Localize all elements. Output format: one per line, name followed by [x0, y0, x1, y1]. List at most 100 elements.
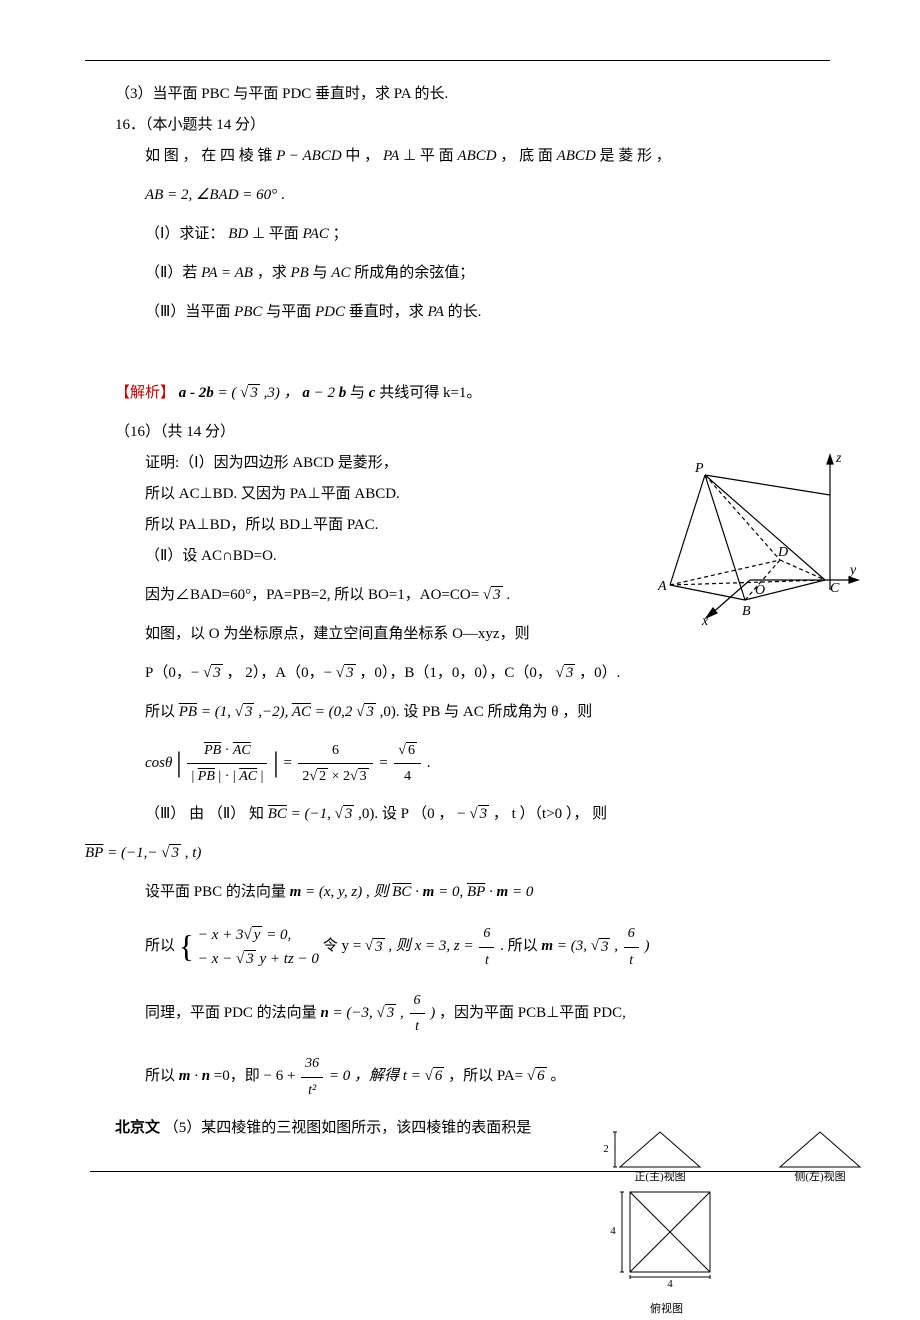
t: ,0). 设 PB 与 AC 所成角为 θ ，则	[380, 704, 593, 720]
m: PB	[290, 265, 308, 281]
solution-label: 【解析】	[115, 385, 175, 401]
t: 因为∠BAD=60°，PA=PB=2, 所以 BO=1，AO=CO=	[145, 587, 479, 603]
t: 的长.	[448, 304, 482, 320]
s: 3	[373, 938, 385, 955]
label-y: y	[848, 563, 857, 578]
s: 3	[385, 1004, 397, 1021]
t: .	[281, 187, 285, 203]
final-result: 所以 m · n =0，即 − 6 + 36t² = 0 ，解得 t = √6 …	[85, 1051, 830, 1102]
m: BD	[228, 226, 248, 242]
t: 所以 PA⊥BD，所以 BD⊥平面 PAC.	[145, 517, 378, 533]
vec-bp: BP	[85, 845, 103, 861]
t: 垂直时，求	[349, 304, 428, 320]
t: （Ⅲ）当平面	[145, 304, 230, 320]
t: 令 y =	[323, 939, 365, 955]
t: =0，即 − 6 +	[214, 1068, 299, 1084]
problem-stem-1: 如 图 ， 在 四 棱 锥 P − ABCD 中 ， PA ⊥ 平 面 ABCD…	[85, 143, 830, 170]
s: 3	[243, 703, 255, 720]
t: .	[506, 587, 510, 603]
front-view-label: 正(主)视图	[634, 1169, 685, 1183]
t: 。	[550, 1068, 565, 1084]
t: )	[644, 939, 649, 955]
t: 所以 AC⊥BD. 又因为 PA⊥平面 ABCD.	[145, 486, 400, 502]
part3-intro: （Ⅲ） 由 （Ⅱ） 知 BC = (−1, √3 ,0). 设 P （0 ， −…	[85, 801, 830, 828]
line-16-header: 16．（本小题共 14 分）	[85, 112, 830, 139]
t: （16）（共 14 分）	[115, 424, 235, 440]
t: 所成角的余弦值；	[354, 265, 474, 281]
m: m	[541, 939, 553, 955]
t: = (x, y, z) , 则	[305, 884, 392, 900]
s: 3	[343, 805, 355, 822]
t: ,0). 设 P （0 ， −	[358, 806, 469, 822]
m: AC	[331, 265, 350, 281]
part-3: （Ⅲ）当平面 PBC 与平面 PDC 垂直时，求 PA 的长.	[85, 299, 830, 326]
t: 如 图 ， 在 四 棱 锥	[145, 148, 276, 164]
t: 共线可得 k=1。	[379, 385, 481, 401]
three-views-figure: 2 4 4 正(主)视图 侧(左)视图	[580, 1117, 900, 1287]
t: （Ⅱ）若	[145, 265, 197, 281]
m: m	[497, 884, 509, 900]
t: = (−3,	[333, 1005, 377, 1021]
t: ⊥ 平面	[252, 226, 299, 242]
text: （3）当平面 PBC 与平面 PDC 垂直时，求 PA 的长.	[115, 86, 448, 102]
t: 与	[350, 385, 365, 401]
t: ，因为平面 PCB⊥平面 PDC,	[439, 1005, 626, 1021]
part-2: （Ⅱ）若 PA = AB ，求 PB 与 AC 所成角的余弦值；	[85, 260, 830, 287]
similarly-pdc: 同理，平面 PDC 的法向量 n = (−3, √3 , 6t ) ，因为平面 …	[85, 988, 830, 1039]
m: PA	[427, 304, 443, 320]
t: ,−2),	[258, 704, 292, 720]
t: = (1,	[201, 704, 231, 720]
t: ,3) ，	[264, 385, 299, 401]
t: （Ⅰ）求证：	[145, 226, 224, 242]
m: m	[290, 884, 302, 900]
label-a: A	[657, 579, 667, 594]
t: 与平面	[266, 304, 311, 320]
m: PA = AB	[201, 265, 253, 281]
t: （Ⅱ）设 AC∩BD=O.	[145, 548, 277, 564]
t: 证明:（Ⅰ）因为四边形 ABCD 是菱形，	[145, 455, 398, 471]
side-view-label: 侧(左)视图	[794, 1169, 845, 1183]
t: = 0,	[438, 884, 467, 900]
cos-equation: cosθ | PB · AC | PB | · | AC | | = 6 2√2…	[85, 738, 830, 789]
s: 3	[491, 586, 503, 603]
s: 3	[169, 844, 181, 861]
pyramid-3d-figure: P A B C D O x y z	[650, 450, 860, 630]
n: n	[202, 1068, 210, 1084]
t: = (−1,	[291, 806, 331, 822]
problem-stem-2: AB = 2, ∠BAD = 60° .	[85, 182, 830, 209]
m: m	[179, 1068, 191, 1084]
label-z: z	[835, 451, 842, 466]
t: ；	[333, 226, 348, 242]
t: , 则 x = 3, z =	[388, 939, 477, 955]
t: − 2	[314, 385, 335, 401]
t: = (−1,−	[107, 845, 157, 861]
label-p: P	[694, 461, 704, 476]
s: 3	[211, 664, 223, 681]
s: 3	[364, 703, 376, 720]
normal-vector-setup: 设平面 PBC 的法向量 m = (x, y, z) , 则 BC · m = …	[85, 879, 830, 906]
s: 3	[564, 664, 576, 681]
sol-coords: P（0，− √3 ， 2），A（0，− √3 ，0），B（1，0，0），C（0，…	[85, 660, 830, 687]
n: n	[320, 1005, 328, 1021]
m: P − ABCD	[276, 148, 341, 164]
label-c: C	[830, 581, 840, 596]
t: 同理，平面 PDC 的法向量	[145, 1005, 320, 1021]
m: c	[369, 385, 376, 401]
dim-4a: 4	[610, 1225, 616, 1237]
t: 所以	[145, 704, 179, 720]
t: = 0	[512, 884, 533, 900]
s: 3	[344, 664, 356, 681]
t: ，0），B（1，0，0），C（0，	[359, 665, 552, 681]
t: 是 菱 形 ，	[600, 148, 671, 164]
text: 16．（本小题共 14 分）	[115, 117, 265, 133]
t: .	[427, 755, 431, 771]
s: 6	[433, 1067, 445, 1084]
t: ·	[415, 884, 423, 900]
label-o: O	[755, 583, 765, 598]
sol-vectors: 所以 PB = (1, √3 ,−2), AC = (0,2 √3 ,0). 设…	[85, 699, 830, 726]
t: ， 底 面	[500, 148, 556, 164]
vec-bc: BC	[268, 806, 287, 822]
s: 3	[599, 938, 611, 955]
s: 6	[535, 1067, 547, 1084]
top-rule	[85, 60, 830, 61]
